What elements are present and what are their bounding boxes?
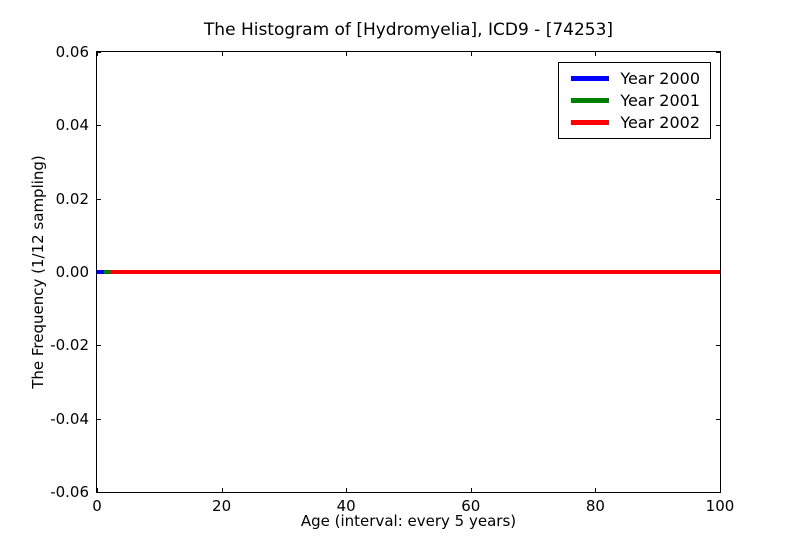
chart-title: The Histogram of [Hydromyelia], ICD9 - [… xyxy=(203,20,614,40)
y-tick-label: 0.02 xyxy=(55,189,89,208)
x-tick-label: 60 xyxy=(461,497,481,515)
x-tick-mark xyxy=(595,488,597,492)
legend-label: Year 2000 xyxy=(620,69,700,88)
x-tick-mark xyxy=(221,488,223,492)
x-tick-mark-top xyxy=(720,52,721,56)
x-tick-mark-top xyxy=(470,52,472,56)
x-tick-mark xyxy=(470,488,472,492)
y-tick-mark xyxy=(97,52,101,53)
y-tick-mark-right xyxy=(716,492,720,493)
y-tick-label: 0.00 xyxy=(55,263,89,281)
y-tick-mark xyxy=(97,198,101,200)
legend: Year 2000 Year 2001 Year 2002 xyxy=(558,62,711,139)
y-tick-mark xyxy=(97,125,101,127)
legend-item: Year 2000 xyxy=(571,68,700,89)
legend-item: Year 2002 xyxy=(571,112,700,133)
x-axis-label: Age (interval: every 5 years) xyxy=(300,512,517,530)
x-tick-mark-top xyxy=(346,52,348,56)
x-tick-mark xyxy=(720,488,721,492)
legend-label: Year 2002 xyxy=(620,113,700,132)
y-tick-label: 0.06 xyxy=(55,43,89,61)
x-tick-mark xyxy=(97,488,98,492)
x-tick-label: 100 xyxy=(705,497,735,515)
y-tick-mark-right xyxy=(716,198,720,200)
y-tick-mark xyxy=(97,345,101,347)
legend-line-swatch xyxy=(571,76,610,81)
x-tick-label: 20 xyxy=(212,497,232,515)
x-tick-mark-top xyxy=(595,52,597,56)
legend-label: Year 2001 xyxy=(620,91,700,110)
y-tick-mark-right xyxy=(716,418,720,420)
y-tick-mark xyxy=(97,418,101,420)
y-tick-mark-right xyxy=(716,125,720,127)
y-tick-mark xyxy=(97,492,101,493)
x-tick-label: 0 xyxy=(92,497,102,515)
y-tick-label: -0.02 xyxy=(50,336,89,355)
x-tick-mark-top xyxy=(97,52,98,56)
legend-line-swatch xyxy=(571,98,610,103)
legend-item: Year 2001 xyxy=(571,90,700,111)
x-tick-label: 40 xyxy=(336,497,356,515)
y-tick-label: 0.04 xyxy=(55,116,89,135)
series-line-year-2002 xyxy=(111,270,720,274)
x-tick-mark xyxy=(346,488,348,492)
x-tick-mark-top xyxy=(221,52,223,56)
legend-line-swatch xyxy=(571,120,610,125)
x-tick-label: 80 xyxy=(585,497,605,515)
plot-area: 0 20 40 60 80 100 -0.06 -0.04 -0.02 0.00 0.02 0.04 0… xyxy=(50,43,734,515)
y-tick-label: -0.06 xyxy=(50,483,89,501)
y-tick-label: -0.04 xyxy=(50,409,89,428)
y-axis-label: The Frequency (1/12 sampling) xyxy=(29,155,47,389)
y-tick-mark-right xyxy=(716,345,720,347)
y-tick-mark-right xyxy=(716,52,720,53)
